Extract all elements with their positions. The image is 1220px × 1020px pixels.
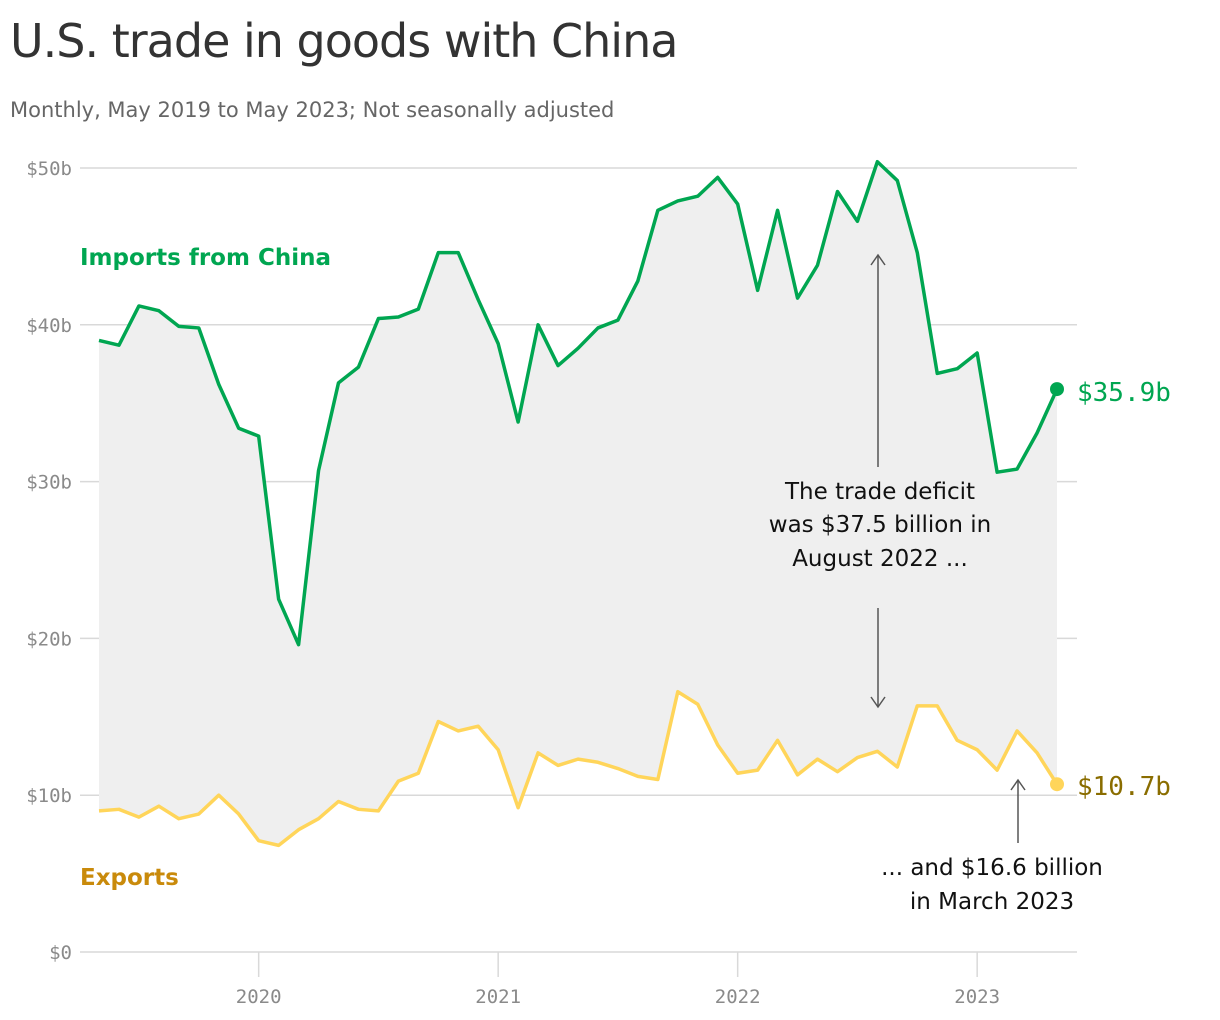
exports-series-label: Exports: [80, 865, 179, 891]
y-axis-ticks: $0 $10b $20b $30b $40b $50b: [26, 158, 72, 964]
chart-subtitle: Monthly, May 2019 to May 2023; Not seaso…: [10, 98, 615, 122]
y-tick-label: $30b: [26, 472, 72, 494]
y-tick-label: $20b: [26, 628, 72, 650]
annotation-arrowhead: [870, 696, 886, 709]
imports-end-point: [1050, 382, 1064, 397]
annotation-arrowhead: [1010, 778, 1026, 791]
annotations: The trade deficit was $37.5 billion in A…: [769, 253, 1103, 915]
x-tick-label: 2021: [475, 986, 521, 1008]
annotation-arrowhead: [870, 253, 886, 266]
y-tick-label: $10b: [26, 785, 72, 807]
x-tick-label: 2022: [715, 986, 761, 1008]
chart-title: U.S. trade in goods with China: [10, 14, 678, 68]
y-tick-label: $40b: [26, 315, 72, 337]
annotation-line: ... and $16.6 billion: [881, 855, 1103, 881]
exports-end-value-label: $10.7b: [1077, 772, 1171, 802]
imports-series-line: [98, 159, 1059, 647]
exports-end-point: [1050, 777, 1064, 792]
annotation-line: was $37.5 billion in: [769, 512, 991, 538]
x-axis-ticks: 2020 2021 2022 2023: [236, 952, 1000, 1008]
annotation-line: The trade deficit: [784, 479, 975, 505]
exports-series-line: [98, 689, 1059, 848]
imports-end-value-label: $35.9b: [1077, 378, 1171, 408]
annotation-line: August 2022 ...: [792, 546, 968, 572]
y-tick-label: $50b: [26, 158, 72, 180]
x-tick-label: 2020: [236, 986, 282, 1008]
x-tick-label: 2023: [954, 986, 1000, 1008]
imports-series-label: Imports from China: [80, 245, 331, 271]
y-tick-label: $0: [49, 942, 72, 964]
trade-gap-area: [99, 161, 1057, 846]
annotation-line: in March 2023: [910, 889, 1074, 915]
